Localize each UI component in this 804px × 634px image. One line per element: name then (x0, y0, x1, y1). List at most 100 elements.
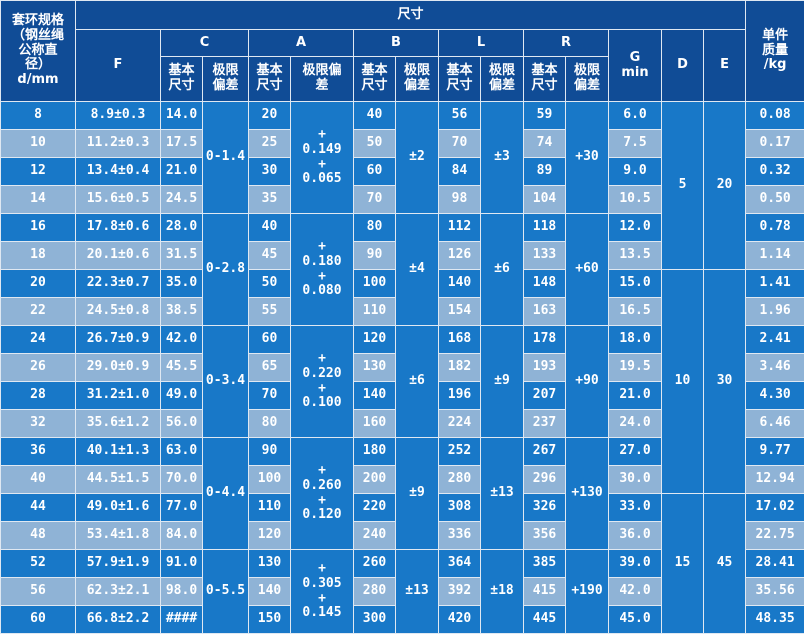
header-weight: 单件 质量 /kg (746, 1, 804, 102)
cell-C-tol: 0-1.4 (203, 102, 249, 214)
cell-F: 31.2±1.0 (76, 382, 161, 410)
cell-weight: 9.77 (746, 438, 804, 466)
header-G: G min (609, 30, 662, 102)
header-spec: 套环规格 （钢丝绳 公称直 径） d/mm (1, 1, 76, 102)
cell-A-basic: 60 (249, 326, 291, 354)
cell-R-tol: +190 (566, 550, 609, 634)
cell-B-basic: 110 (354, 298, 396, 326)
cell-C-basic: 91.0 (161, 550, 203, 578)
cell-R-basic: 193 (524, 354, 566, 382)
cell-A-tol: + 0.260 + 0.120 (291, 438, 354, 550)
cell-L-basic: 196 (439, 382, 481, 410)
cell-A-basic: 50 (249, 270, 291, 298)
cell-F: 26.7±0.9 (76, 326, 161, 354)
cell-G: 18.0 (609, 326, 662, 354)
cell-weight: 0.50 (746, 186, 804, 214)
cell-d: 20 (1, 270, 76, 298)
cell-R-basic: 133 (524, 242, 566, 270)
cell-A-tol: + 0.180 + 0.080 (291, 214, 354, 326)
cell-d: 10 (1, 130, 76, 158)
header-dimensions: 尺寸 (76, 1, 746, 30)
cell-L-basic: 392 (439, 578, 481, 606)
cell-R-basic: 74 (524, 130, 566, 158)
cell-B-tol: ±2 (396, 102, 439, 214)
cell-R-basic: 178 (524, 326, 566, 354)
cell-C-basic: 24.5 (161, 186, 203, 214)
cell-d: 12 (1, 158, 76, 186)
cell-B-basic: 300 (354, 606, 396, 634)
cell-R-tol: +60 (566, 214, 609, 326)
cell-C-tol: 0-4.4 (203, 438, 249, 550)
cell-R-basic: 296 (524, 466, 566, 494)
cell-L-basic: 168 (439, 326, 481, 354)
cell-R-basic: 356 (524, 522, 566, 550)
header-F: F (76, 30, 161, 102)
cell-L-basic: 252 (439, 438, 481, 466)
cell-G: 6.0 (609, 102, 662, 130)
cell-C-basic: 77.0 (161, 494, 203, 522)
cell-A-basic: 40 (249, 214, 291, 242)
cell-G: 21.0 (609, 382, 662, 410)
cell-R-basic: 89 (524, 158, 566, 186)
cell-A-basic: 110 (249, 494, 291, 522)
cell-C-basic: 17.5 (161, 130, 203, 158)
cell-R-basic: 267 (524, 438, 566, 466)
cell-B-basic: 70 (354, 186, 396, 214)
cell-d: 44 (1, 494, 76, 522)
cell-R-basic: 385 (524, 550, 566, 578)
cell-R-basic: 118 (524, 214, 566, 242)
cell-weight: 3.46 (746, 354, 804, 382)
cell-L-basic: 420 (439, 606, 481, 634)
cell-A-basic: 70 (249, 382, 291, 410)
cell-L-basic: 154 (439, 298, 481, 326)
cell-C-basic: 35.0 (161, 270, 203, 298)
cell-A-basic: 100 (249, 466, 291, 494)
cell-d: 40 (1, 466, 76, 494)
cell-A-tol: + 0.220 + 0.100 (291, 326, 354, 438)
cell-F: 15.6±0.5 (76, 186, 161, 214)
cell-F: 22.3±0.7 (76, 270, 161, 298)
cell-L-basic: 126 (439, 242, 481, 270)
cell-A-basic: 65 (249, 354, 291, 382)
cell-B-basic: 220 (354, 494, 396, 522)
cell-L-basic: 364 (439, 550, 481, 578)
cell-weight: 0.08 (746, 102, 804, 130)
cell-d: 26 (1, 354, 76, 382)
cell-C-basic: 98.0 (161, 578, 203, 606)
cell-F: 35.6±1.2 (76, 410, 161, 438)
cell-C-basic: 14.0 (161, 102, 203, 130)
cell-weight: 6.46 (746, 410, 804, 438)
cell-weight: 0.32 (746, 158, 804, 186)
header-A-basic: 基本 尺寸 (249, 57, 291, 102)
cell-B-basic: 280 (354, 578, 396, 606)
cell-R-tol: +130 (566, 438, 609, 550)
header-R: R (524, 30, 609, 57)
cell-B-basic: 130 (354, 354, 396, 382)
header-A-tol: 极限偏 差 (291, 57, 354, 102)
cell-d: 56 (1, 578, 76, 606)
cell-L-basic: 84 (439, 158, 481, 186)
cell-R-basic: 148 (524, 270, 566, 298)
cell-C-basic: 31.5 (161, 242, 203, 270)
header-B-basic: 基本 尺寸 (354, 57, 396, 102)
cell-E: 30 (704, 270, 746, 494)
header-B-tol: 极限 偏差 (396, 57, 439, 102)
cell-A-basic: 140 (249, 578, 291, 606)
cell-B-basic: 100 (354, 270, 396, 298)
cell-F: 17.8±0.6 (76, 214, 161, 242)
cell-L-basic: 308 (439, 494, 481, 522)
cell-B-tol: ±4 (396, 214, 439, 326)
cell-C-basic: 38.5 (161, 298, 203, 326)
cell-F: 49.0±1.6 (76, 494, 161, 522)
header-L-basic: 基本 尺寸 (439, 57, 481, 102)
cell-G: 36.0 (609, 522, 662, 550)
cell-L-tol: ±13 (481, 438, 524, 550)
cell-A-basic: 130 (249, 550, 291, 578)
header-C: C (161, 30, 249, 57)
cell-L-basic: 182 (439, 354, 481, 382)
cell-G: 15.0 (609, 270, 662, 298)
cell-d: 28 (1, 382, 76, 410)
cell-B-basic: 50 (354, 130, 396, 158)
cell-A-basic: 80 (249, 410, 291, 438)
